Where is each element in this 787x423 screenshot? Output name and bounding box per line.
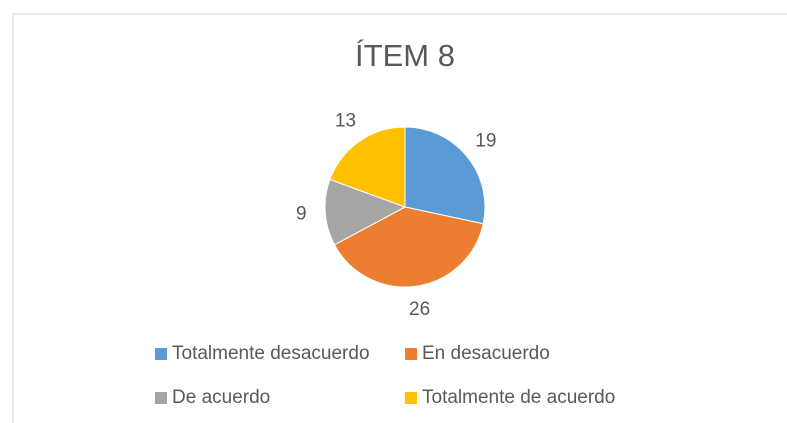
pie-slice — [404, 126, 486, 225]
legend-swatch — [155, 392, 167, 404]
pie-slice — [329, 126, 406, 208]
data-label: 13 — [335, 111, 356, 132]
legend-label: De acuerdo — [172, 387, 270, 408]
pie-slice — [333, 206, 484, 288]
legend-label: Totalmente de acuerdo — [422, 387, 615, 408]
data-label: 19 — [475, 131, 496, 152]
legend-label: En desacuerdo — [422, 343, 550, 364]
legend-swatch — [155, 348, 167, 360]
legend-swatch — [405, 392, 417, 404]
chart-title: ÍTEM 8 — [355, 38, 455, 73]
legend-label: Totalmente desacuerdo — [172, 343, 370, 364]
data-label: 26 — [409, 299, 430, 320]
pie-slice — [324, 178, 407, 246]
legend-swatch — [405, 348, 417, 360]
data-label: 9 — [296, 203, 307, 224]
